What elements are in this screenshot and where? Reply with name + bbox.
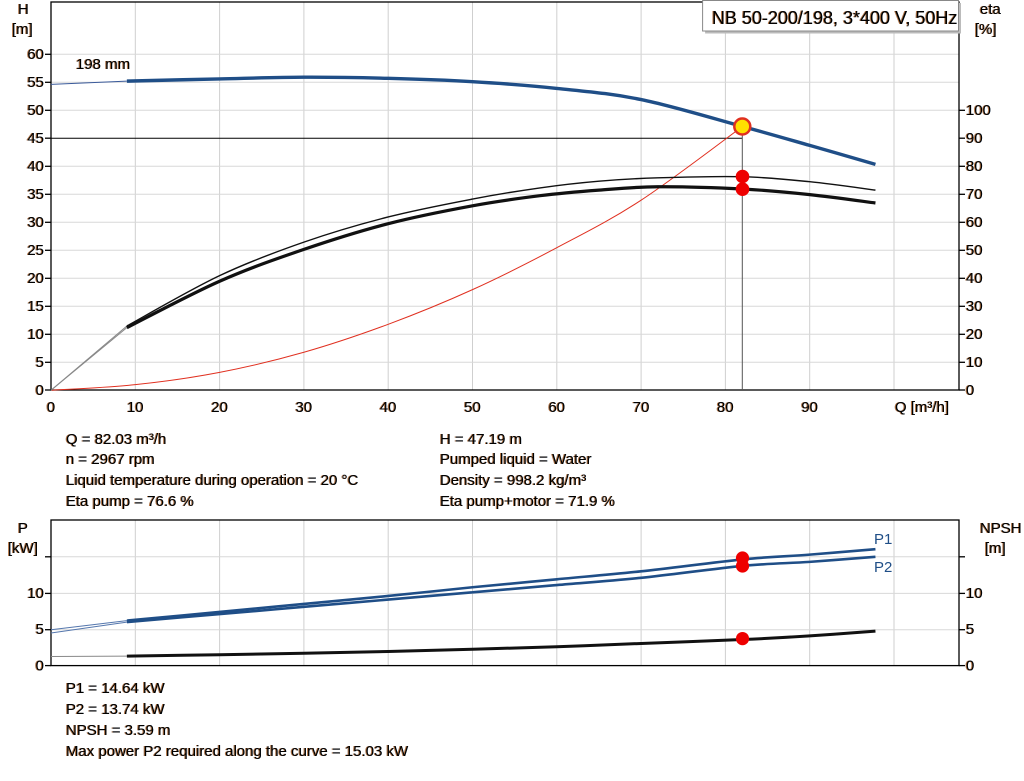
svg-text:NPSH: NPSH <box>980 520 1022 537</box>
svg-text:Q [m³/h]: Q [m³/h] <box>895 399 949 416</box>
svg-text:[kW]: [kW] <box>8 540 38 557</box>
svg-text:Q = 82.03 m³/h: Q = 82.03 m³/h <box>66 431 166 448</box>
svg-text:10: 10 <box>966 354 983 371</box>
svg-text:40: 40 <box>380 399 397 416</box>
svg-text:30: 30 <box>27 214 44 231</box>
svg-text:0: 0 <box>36 382 44 399</box>
svg-text:5: 5 <box>966 621 974 638</box>
svg-text:20: 20 <box>966 326 983 343</box>
svg-text:Liquid temperature during oper: Liquid temperature during operation = 20… <box>66 472 359 489</box>
svg-text:45: 45 <box>27 130 44 147</box>
svg-text:90: 90 <box>966 130 983 147</box>
svg-text:Eta pump+motor = 71.9 %: Eta pump+motor = 71.9 % <box>440 493 615 510</box>
svg-text:0: 0 <box>47 399 55 416</box>
svg-text:10: 10 <box>127 399 144 416</box>
svg-text:P: P <box>18 520 28 537</box>
svg-text:35: 35 <box>27 186 44 203</box>
svg-text:198 mm: 198 mm <box>76 56 130 73</box>
svg-text:P1: P1 <box>874 531 892 548</box>
svg-text:Density = 998.2 kg/m³: Density = 998.2 kg/m³ <box>440 472 586 489</box>
svg-text:P2 = 13.74 kW: P2 = 13.74 kW <box>66 701 166 718</box>
svg-text:60: 60 <box>27 46 44 63</box>
svg-text:50: 50 <box>966 242 983 259</box>
svg-text:60: 60 <box>548 399 565 416</box>
svg-text:NB 50-200/198, 3*400 V, 50Hz: NB 50-200/198, 3*400 V, 50Hz <box>712 8 958 28</box>
svg-text:0: 0 <box>36 658 44 675</box>
svg-text:50: 50 <box>464 399 481 416</box>
svg-text:[%]: [%] <box>975 21 997 38</box>
svg-text:70: 70 <box>966 186 983 203</box>
svg-text:80: 80 <box>966 158 983 175</box>
svg-text:eta: eta <box>980 1 1002 18</box>
svg-text:70: 70 <box>633 399 650 416</box>
svg-text:15: 15 <box>27 298 44 315</box>
svg-text:10: 10 <box>966 585 983 602</box>
svg-text:H = 47.19 m: H = 47.19 m <box>440 431 522 448</box>
svg-text:100: 100 <box>966 102 991 119</box>
svg-text:[m]: [m] <box>985 540 1006 557</box>
svg-text:0: 0 <box>966 382 974 399</box>
svg-text:40: 40 <box>27 158 44 175</box>
svg-text:10: 10 <box>27 326 44 343</box>
svg-text:60: 60 <box>966 214 983 231</box>
svg-text:NPSH = 3.59 m: NPSH = 3.59 m <box>66 722 171 739</box>
svg-text:30: 30 <box>296 399 313 416</box>
svg-text:10: 10 <box>27 585 44 602</box>
svg-text:55: 55 <box>27 74 44 91</box>
svg-text:[m]: [m] <box>12 21 33 38</box>
svg-text:90: 90 <box>801 399 818 416</box>
svg-text:Eta pump = 76.6 %: Eta pump = 76.6 % <box>66 493 194 510</box>
svg-text:H: H <box>18 1 29 18</box>
svg-text:40: 40 <box>966 270 983 287</box>
svg-text:Pumped liquid = Water: Pumped liquid = Water <box>440 451 592 468</box>
svg-text:P1 = 14.64 kW: P1 = 14.64 kW <box>66 680 166 697</box>
svg-text:Max power P2 required along th: Max power P2 required along the curve = … <box>66 743 409 760</box>
svg-text:P2: P2 <box>874 559 892 576</box>
svg-text:0: 0 <box>966 658 974 675</box>
svg-text:25: 25 <box>27 242 44 259</box>
svg-text:80: 80 <box>717 399 734 416</box>
svg-text:5: 5 <box>36 621 44 638</box>
svg-text:5: 5 <box>36 354 44 371</box>
svg-text:20: 20 <box>27 270 44 287</box>
svg-text:30: 30 <box>966 298 983 315</box>
svg-text:20: 20 <box>211 399 228 416</box>
svg-text:50: 50 <box>27 102 44 119</box>
svg-text:n = 2967 rpm: n = 2967 rpm <box>66 451 155 468</box>
